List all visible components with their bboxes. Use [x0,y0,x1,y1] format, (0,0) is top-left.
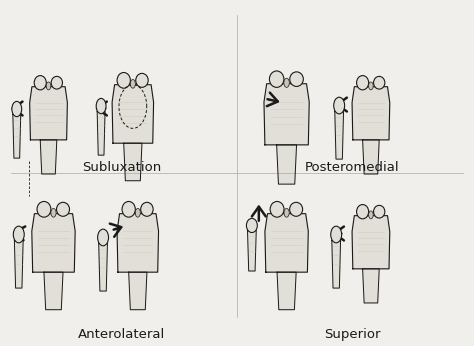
Polygon shape [40,140,57,174]
Polygon shape [264,84,309,145]
Text: Subluxation: Subluxation [82,161,162,174]
Polygon shape [335,111,344,159]
Text: Posteromedial: Posteromedial [305,161,400,174]
Ellipse shape [122,201,135,217]
Ellipse shape [56,202,70,216]
Ellipse shape [290,202,302,216]
Ellipse shape [141,202,153,216]
Ellipse shape [369,82,373,90]
Polygon shape [30,87,67,140]
Ellipse shape [34,75,46,90]
Ellipse shape [369,211,373,219]
Ellipse shape [284,208,289,217]
Polygon shape [265,214,308,272]
Ellipse shape [46,82,51,90]
Polygon shape [332,240,340,288]
Ellipse shape [284,78,289,88]
Polygon shape [352,216,390,269]
Ellipse shape [98,229,109,246]
Polygon shape [112,85,154,143]
Ellipse shape [290,72,303,86]
Ellipse shape [136,73,148,87]
Ellipse shape [135,208,140,217]
Ellipse shape [96,98,106,114]
Polygon shape [124,143,142,181]
Ellipse shape [356,75,369,90]
Polygon shape [363,140,379,174]
Ellipse shape [51,76,63,89]
Polygon shape [277,272,296,310]
Ellipse shape [270,201,284,217]
Ellipse shape [374,205,385,218]
Polygon shape [44,272,63,310]
Polygon shape [97,111,105,155]
Ellipse shape [356,204,369,219]
Ellipse shape [334,97,345,114]
Ellipse shape [269,71,284,88]
Polygon shape [128,272,147,310]
Polygon shape [117,214,158,272]
Ellipse shape [130,80,136,88]
Ellipse shape [37,201,51,217]
Polygon shape [277,145,297,184]
Ellipse shape [13,226,24,243]
Ellipse shape [246,218,257,233]
Ellipse shape [51,208,56,217]
Polygon shape [99,244,108,291]
Ellipse shape [12,101,22,117]
Ellipse shape [117,73,130,88]
Polygon shape [247,230,256,271]
Text: Anterolateral: Anterolateral [78,328,165,341]
Polygon shape [13,115,21,158]
Ellipse shape [331,226,342,243]
Polygon shape [352,87,390,140]
Polygon shape [32,214,75,272]
Ellipse shape [374,76,385,89]
Polygon shape [363,269,379,303]
Polygon shape [14,240,23,288]
Text: Superior: Superior [324,328,381,341]
